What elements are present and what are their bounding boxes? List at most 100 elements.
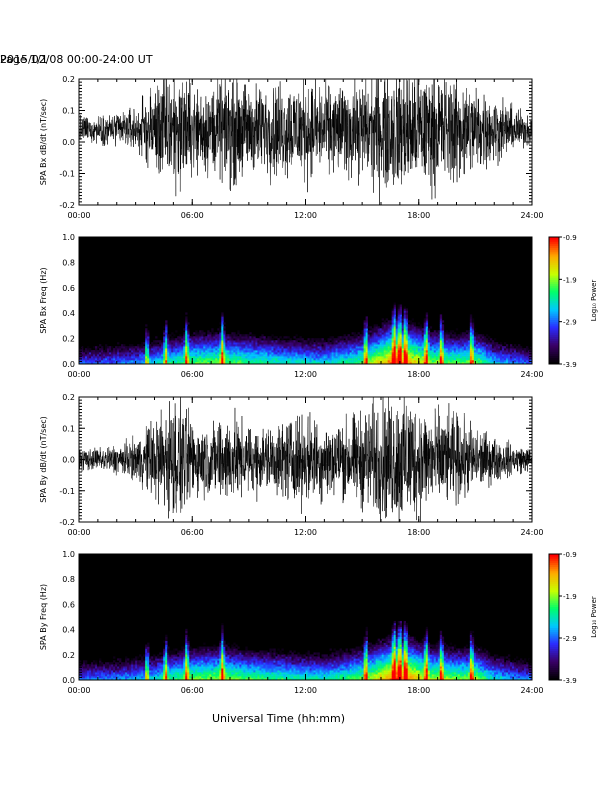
spectrogram-cell <box>337 358 340 361</box>
spectrogram-cell <box>327 356 330 359</box>
spectrogram-cell <box>167 334 170 337</box>
spectrogram-cell <box>313 350 316 353</box>
spectrogram-cell <box>215 650 218 653</box>
spectrogram-cell <box>177 674 180 677</box>
spectrogram-cell <box>105 668 108 671</box>
spectrogram-cell <box>229 352 232 355</box>
spectrogram-cell <box>431 336 435 339</box>
spectrogram-cell <box>229 348 232 351</box>
spectrogram-cell <box>217 666 220 669</box>
spectrogram-cell <box>271 348 274 351</box>
spectrogram-cell <box>189 354 192 357</box>
spectrogram-cell <box>465 346 469 349</box>
spectrogram-cell <box>471 322 475 325</box>
spectrogram-cell <box>193 650 196 653</box>
spectrogram-cell <box>281 348 284 351</box>
spectrogram-cell <box>469 334 473 337</box>
spectrogram-cell <box>129 678 132 681</box>
spectrogram-cell <box>95 670 98 673</box>
spectrogram-cell <box>355 358 358 361</box>
spectrogram-cell <box>149 676 152 679</box>
spectrogram-cell <box>183 666 186 669</box>
spectrogram-cell <box>183 664 186 667</box>
spectrogram-cell <box>213 652 216 655</box>
spectrogram-cell <box>257 346 260 349</box>
spectrogram-cell <box>219 334 222 337</box>
spectrogram-cell <box>139 670 142 673</box>
spectrogram-cell <box>127 356 130 359</box>
spectrogram-cell <box>473 348 477 351</box>
spectrogram-cell <box>165 660 168 663</box>
spectrogram-cell <box>307 362 310 365</box>
spectrogram-cell <box>269 348 272 351</box>
spectrogram-cell <box>407 336 411 339</box>
spectrogram-cell <box>457 360 461 363</box>
spectrogram-cell <box>267 352 270 355</box>
spectrogram-cell <box>213 660 216 663</box>
spectrogram-cell <box>121 346 124 349</box>
spectrogram-cell <box>305 344 308 347</box>
spectrogram-cell <box>513 352 517 355</box>
spectrogram-cell <box>499 354 503 357</box>
spectrogram-cell <box>469 330 473 333</box>
spectrogram-cell <box>329 342 332 345</box>
spectrogram-cell <box>425 334 429 337</box>
spectrogram-cell <box>397 352 400 355</box>
spectrogram-cell <box>151 352 154 355</box>
y-tick-label: -0.2 <box>59 201 75 210</box>
spectrogram-cell <box>373 340 376 343</box>
spectrogram-cell <box>135 358 138 361</box>
spectrogram-cell <box>203 656 206 659</box>
spectrogram-cell <box>479 336 483 339</box>
spectrogram-cell <box>231 658 234 661</box>
spectrogram-cell <box>433 354 437 357</box>
spectrogram-cell <box>221 642 224 645</box>
spectrogram-cell <box>149 354 152 357</box>
spectrogram-cell <box>145 356 148 359</box>
spectrogram-cell <box>203 642 206 645</box>
spectrogram-cell <box>155 358 158 361</box>
spectrogram-cell <box>475 358 479 361</box>
spectrogram-cell <box>231 332 234 335</box>
spectrogram-cell <box>471 350 475 353</box>
spectrogram-cell <box>449 340 453 343</box>
spectrogram-cell <box>195 362 198 365</box>
spectrogram-cell <box>169 650 172 653</box>
spectrogram-cell <box>151 354 154 357</box>
spectrogram-cell <box>281 338 284 341</box>
spectrogram-cell <box>339 356 342 359</box>
spectrogram-cell <box>211 666 214 669</box>
spectrogram-cell <box>175 360 178 363</box>
spectrogram-cell <box>209 352 212 355</box>
spectrogram-cell <box>319 340 322 343</box>
spectrogram-cell <box>495 354 499 357</box>
spectrogram-cell <box>389 362 392 365</box>
spectrogram-cell <box>139 348 142 351</box>
spectrogram-cell <box>175 664 178 667</box>
spectrogram-cell <box>85 350 88 353</box>
spectrogram-cell <box>155 674 158 677</box>
spectrogram-cell <box>243 358 246 361</box>
spectrogram-cell <box>165 652 168 655</box>
spectrogram-cell <box>203 678 206 681</box>
spectrogram-cell <box>203 346 206 349</box>
spectrogram-cell <box>387 336 390 339</box>
spectrogram-cell <box>197 678 200 681</box>
spectrogram-cell <box>479 358 483 361</box>
spectrogram-cell <box>215 652 218 655</box>
spectrogram-cell <box>199 344 202 347</box>
spectrogram-cell <box>247 336 250 339</box>
spectrogram-cell <box>201 648 204 651</box>
spectrogram-cell <box>363 362 366 365</box>
spectrogram-cell <box>95 664 98 667</box>
spectrogram-cell <box>421 346 425 349</box>
spectrogram-cell <box>461 358 465 361</box>
spectrogram-cell <box>335 342 338 345</box>
spectrogram-cell <box>139 662 142 665</box>
spectrogram-cell <box>235 644 238 647</box>
spectrogram-cell <box>355 346 358 349</box>
spectrogram-cell <box>219 652 222 655</box>
spectrogram-cell <box>205 652 208 655</box>
spectrogram-cell <box>311 348 314 351</box>
spectrogram-cell <box>279 346 282 349</box>
